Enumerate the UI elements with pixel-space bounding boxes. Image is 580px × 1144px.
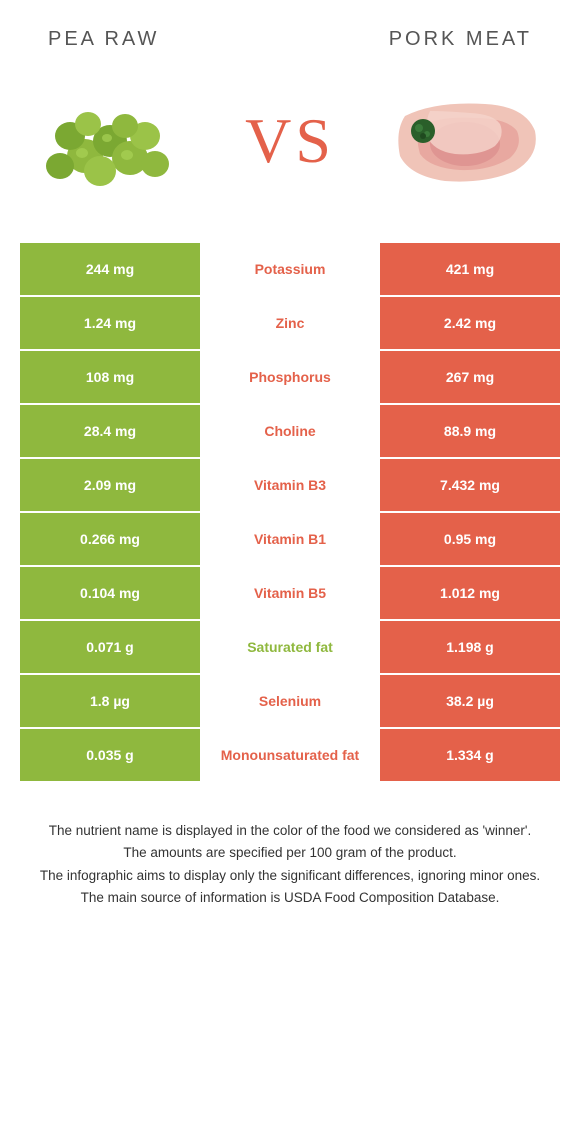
table-row: 0.071 gSaturated fat1.198 g	[20, 621, 560, 673]
vs-label: VS	[245, 104, 335, 178]
table-row: 244 mgPotassium421 mg	[20, 243, 560, 295]
nutrient-name-cell: Selenium	[200, 675, 380, 727]
images-row: VS	[0, 51, 580, 231]
table-row: 0.104 mgVitamin B51.012 mg	[20, 567, 560, 619]
left-value-cell: 1.8 µg	[20, 675, 200, 727]
right-value-cell: 1.012 mg	[380, 567, 560, 619]
left-value-cell: 28.4 mg	[20, 405, 200, 457]
left-value-cell: 0.035 g	[20, 729, 200, 781]
right-value-cell: 7.432 mg	[380, 459, 560, 511]
right-value-cell: 267 mg	[380, 351, 560, 403]
footer-line: The infographic aims to display only the…	[30, 866, 550, 886]
pork-image	[370, 71, 560, 211]
left-value-cell: 0.104 mg	[20, 567, 200, 619]
table-row: 1.8 µgSelenium38.2 µg	[20, 675, 560, 727]
right-value-cell: 38.2 µg	[380, 675, 560, 727]
nutrient-name-cell: Vitamin B3	[200, 459, 380, 511]
right-value-cell: 88.9 mg	[380, 405, 560, 457]
left-value-cell: 244 mg	[20, 243, 200, 295]
right-value-cell: 1.334 g	[380, 729, 560, 781]
nutrient-name-cell: Zinc	[200, 297, 380, 349]
left-value-cell: 0.266 mg	[20, 513, 200, 565]
header: Pea raw Pork meat	[0, 0, 580, 51]
right-value-cell: 2.42 mg	[380, 297, 560, 349]
footer-line: The nutrient name is displayed in the co…	[30, 821, 550, 841]
right-value-cell: 0.95 mg	[380, 513, 560, 565]
table-row: 0.266 mgVitamin B10.95 mg	[20, 513, 560, 565]
right-food-title: Pork meat	[389, 28, 532, 51]
nutrient-name-cell: Choline	[200, 405, 380, 457]
nutrient-name-cell: Monounsaturated fat	[200, 729, 380, 781]
footer-notes: The nutrient name is displayed in the co…	[30, 821, 550, 908]
right-value-cell: 1.198 g	[380, 621, 560, 673]
footer-line: The main source of information is USDA F…	[30, 888, 550, 908]
nutrient-name-cell: Vitamin B1	[200, 513, 380, 565]
table-row: 0.035 gMonounsaturated fat1.334 g	[20, 729, 560, 781]
left-value-cell: 2.09 mg	[20, 459, 200, 511]
table-row: 108 mgPhosphorus267 mg	[20, 351, 560, 403]
left-food-title: Pea raw	[48, 28, 159, 51]
nutrient-name-cell: Phosphorus	[200, 351, 380, 403]
nutrient-name-cell: Vitamin B5	[200, 567, 380, 619]
table-row: 2.09 mgVitamin B37.432 mg	[20, 459, 560, 511]
right-value-cell: 421 mg	[380, 243, 560, 295]
left-value-cell: 108 mg	[20, 351, 200, 403]
table-row: 28.4 mgCholine88.9 mg	[20, 405, 560, 457]
left-value-cell: 0.071 g	[20, 621, 200, 673]
pea-image	[20, 71, 210, 211]
footer-line: The amounts are specified per 100 gram o…	[30, 843, 550, 863]
comparison-table: 244 mgPotassium421 mg1.24 mgZinc2.42 mg1…	[20, 243, 560, 781]
nutrient-name-cell: Potassium	[200, 243, 380, 295]
table-row: 1.24 mgZinc2.42 mg	[20, 297, 560, 349]
left-value-cell: 1.24 mg	[20, 297, 200, 349]
nutrient-name-cell: Saturated fat	[200, 621, 380, 673]
